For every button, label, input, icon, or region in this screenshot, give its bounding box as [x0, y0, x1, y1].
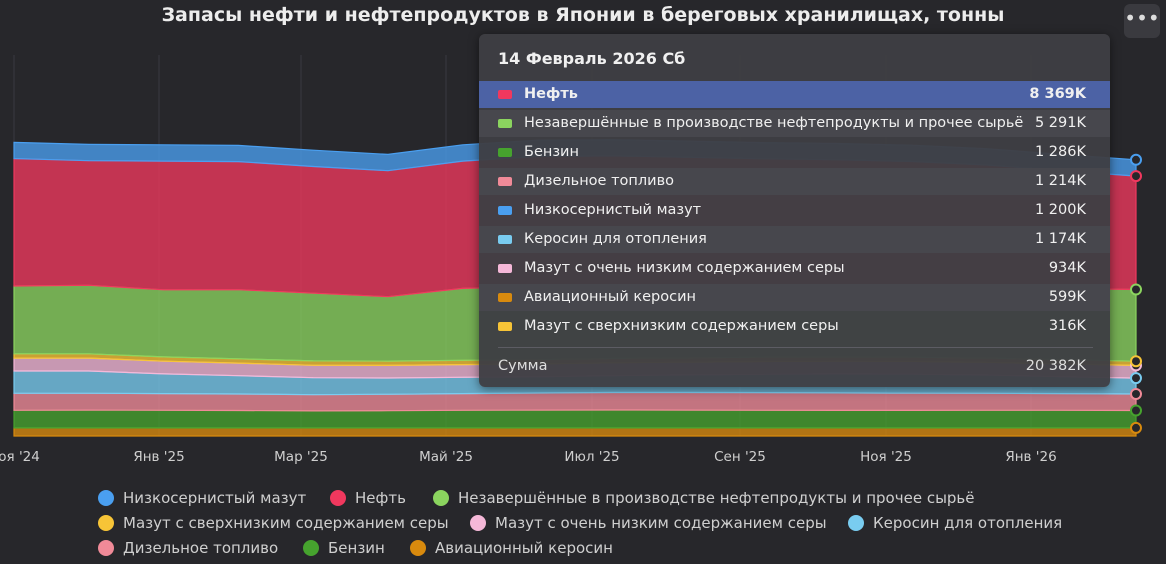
tooltip-series-value: 1 214K	[1034, 173, 1086, 189]
tooltip-series-value: 934K	[1048, 260, 1086, 276]
area-series-2	[13, 391, 1137, 412]
series-end-marker	[1130, 388, 1142, 400]
x-axis: Ноя '24 Янв '25 Мар '25 Май '25 Июл '25 Сен '…	[0, 449, 1057, 465]
series-color-swatch	[498, 235, 512, 244]
x-tick-label: Янв '26	[1005, 449, 1056, 465]
legend-dot-icon	[330, 490, 346, 506]
tooltip-series-value: 1 174K	[1034, 231, 1086, 247]
tooltip-series-value: 1 286K	[1034, 144, 1086, 160]
tooltip-series-value: 5 291K	[1034, 115, 1086, 131]
series-end-marker	[1130, 283, 1142, 296]
series-color-swatch	[498, 119, 512, 128]
series-color-swatch	[498, 322, 512, 331]
tooltip-row: Мазут с сверхнизким содержанием серы 316K	[479, 313, 1110, 340]
legend-dot-icon	[303, 540, 319, 556]
tooltip-series-value: 316K	[1048, 318, 1086, 334]
series-end-marker	[1130, 355, 1142, 368]
tooltip-separator	[498, 347, 1093, 348]
x-tick-label: Ноя '25	[860, 449, 912, 465]
legend-label: Мазут с очень низким содержанием серы	[495, 514, 827, 532]
series-color-swatch	[498, 293, 512, 302]
x-tick-label: Мар '25	[274, 449, 328, 465]
tooltip-series-value: 599K	[1048, 289, 1086, 305]
series-end-marker	[1130, 170, 1142, 183]
legend-dot-icon	[433, 490, 449, 506]
series-color-swatch	[498, 148, 512, 157]
tooltip-row: Низкосернистый мазут 1 200K	[479, 197, 1110, 224]
series-end-marker	[1130, 421, 1142, 434]
tooltip-series-name: Нефть	[524, 86, 578, 102]
tooltip-row: Керосин для отопления 1 174K	[479, 226, 1110, 253]
tooltip-row: Дизельное топливо 1 214K	[479, 168, 1110, 195]
tooltip-series-name: Мазут с очень низким содержанием серы	[524, 260, 845, 276]
series-end-marker	[1130, 153, 1142, 166]
legend-dot-icon	[410, 540, 426, 556]
series-end-marker	[1130, 372, 1142, 385]
legend-dot-icon	[98, 540, 114, 556]
series-color-swatch	[498, 177, 512, 186]
legend-dot-icon	[470, 515, 486, 531]
legend-label: Бензин	[328, 539, 385, 557]
tooltip-date: 14 Февраль 2026 Сб	[498, 49, 686, 68]
tooltip-series-value: 8 369K	[1029, 86, 1086, 102]
x-tick-label: Май '25	[419, 449, 473, 465]
x-tick-label: Июл '25	[564, 449, 619, 465]
legend-dot-icon	[98, 515, 114, 531]
tooltip-series-name: Низкосернистый мазут	[524, 202, 702, 218]
legend-dot-icon	[98, 490, 114, 506]
tooltip-series-value: 1 200K	[1034, 202, 1086, 218]
legend-label: Низкосернистый мазут	[123, 489, 307, 507]
tooltip-row: Нефть 8 369K	[479, 81, 1110, 108]
tooltip-series-name: Незавершённые в производстве нефтепродук…	[524, 115, 1024, 131]
legend-label: Дизельное топливо	[123, 539, 279, 557]
tooltip-row: Авиационный керосин 599K	[479, 284, 1110, 311]
chart-title: Запасы нефти и нефтепродуктов в Японии в…	[161, 4, 1005, 26]
x-tick-label: Янв '25	[133, 449, 184, 465]
x-tick-label: Ноя '24	[0, 449, 40, 465]
tooltip-series-name: Авиационный керосин	[524, 289, 697, 305]
legend-label: Авиационный керосин	[435, 539, 613, 557]
tooltip-row: Мазут с очень низким содержанием серы 934…	[479, 255, 1110, 282]
hover-tooltip: 14 Февраль 2026 Сб Нефть 8 369K Незавершён…	[479, 34, 1110, 387]
series-end-marker	[1130, 404, 1142, 417]
legend-label: Керосин для отопления	[873, 514, 1063, 532]
tooltip-sum-value: 20 382K	[1025, 358, 1086, 374]
series-color-swatch	[498, 206, 512, 215]
x-tick-label: Сен '25	[714, 449, 766, 465]
tooltip-series-name: Дизельное топливо	[524, 173, 674, 189]
tooltip-row: Незавершённые в производстве нефтепродук…	[479, 110, 1110, 137]
tooltip-series-name: Керосин для отопления	[524, 231, 707, 247]
tooltip-row: Бензин 1 286K	[479, 139, 1110, 166]
legend-label: Незавершённые в производстве нефтепродук…	[458, 489, 975, 507]
series-end-markers	[1130, 153, 1142, 434]
area-series-1	[13, 409, 1137, 429]
area-series-0	[13, 427, 1137, 437]
tooltip-sum-label: Сумма	[498, 358, 548, 374]
legend-label: Нефть	[355, 489, 406, 507]
tooltip-series-name: Мазут с сверхнизким содержанием серы	[524, 318, 839, 334]
tooltip-series-name: Бензин	[524, 144, 579, 160]
series-color-swatch	[498, 90, 512, 99]
legend-label: Мазут с сверхнизким содержанием серы	[123, 514, 449, 532]
ellipsis-icon[interactable]: •••	[1124, 4, 1160, 38]
legend-dot-icon	[848, 515, 864, 531]
series-color-swatch	[498, 264, 512, 273]
